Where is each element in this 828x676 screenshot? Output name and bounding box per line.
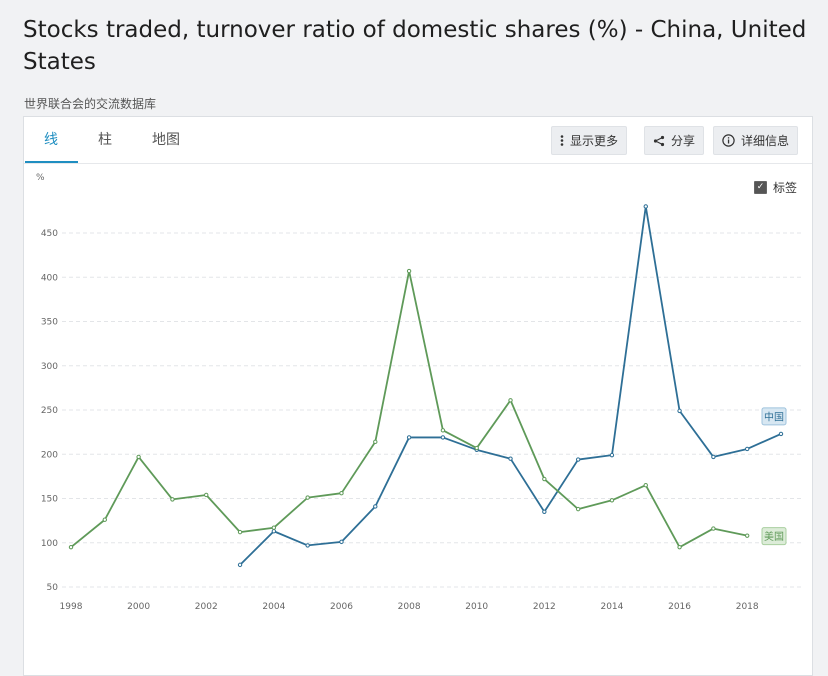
data-point (136, 454, 141, 460)
data-point (474, 445, 479, 451)
data-point (237, 529, 243, 535)
data-point (102, 517, 108, 522)
data-point (542, 476, 547, 482)
info-icon (722, 134, 735, 147)
data-point (373, 439, 378, 445)
tab-bar[interactable]: 柱 (98, 132, 112, 148)
data-point (305, 495, 310, 500)
y-tick-label: 250 (41, 406, 58, 416)
x-tick-label: 2000 (127, 602, 150, 612)
y-tick-label: 400 (41, 273, 58, 283)
x-tick-label: 2006 (330, 602, 353, 612)
data-point (711, 526, 716, 531)
chart-tabs: 线 柱 地图 (24, 117, 264, 163)
tab-divider (24, 163, 812, 164)
y-tick-label: 450 (41, 229, 58, 239)
series-end-label: 中国 (764, 410, 784, 423)
data-point (575, 506, 581, 512)
chart-title: Stocks traded, turnover ratio of domesti… (23, 17, 807, 75)
y-tick-label: 50 (47, 583, 59, 593)
share-icon (653, 135, 665, 147)
more-vertical-icon (560, 135, 564, 146)
data-point (744, 446, 750, 452)
active-tab-indicator (25, 161, 78, 163)
data-point (643, 204, 648, 209)
data-point (609, 498, 615, 503)
series-end-label: 美国 (764, 530, 784, 543)
data-point (373, 504, 378, 509)
data-point (271, 529, 277, 534)
data-point (68, 544, 74, 550)
tab-line[interactable]: 线 (44, 132, 58, 148)
x-tick-label: 1998 (60, 602, 83, 612)
x-tick-label: 2010 (465, 602, 488, 612)
data-point (305, 543, 310, 548)
details-button[interactable]: 详细信息 (713, 126, 799, 155)
labels-toggle-label: 标签 (773, 181, 798, 195)
x-tick-label: 2012 (533, 602, 556, 612)
data-point (677, 544, 682, 550)
data-point (204, 492, 209, 498)
labels-toggle[interactable]: ✓ 标签 (754, 179, 797, 196)
x-tick-label: 2008 (398, 602, 421, 612)
data-point (711, 454, 716, 460)
data-point (339, 490, 344, 496)
x-tick-label: 2018 (736, 602, 759, 612)
y-tick-label: 200 (41, 450, 58, 460)
data-point (271, 525, 277, 530)
data-point (170, 497, 175, 502)
y-tick-label: 150 (41, 495, 58, 505)
y-tick-label: 100 (41, 539, 58, 549)
show-more-button[interactable]: 显示更多 (551, 126, 628, 155)
series-line-1 (70, 270, 748, 549)
data-point (609, 452, 615, 458)
data-point (508, 398, 513, 403)
data-point (542, 509, 547, 514)
y-tick-label: 300 (41, 362, 58, 372)
x-tick-label: 2002 (195, 602, 218, 612)
x-tick-label: 2004 (262, 602, 285, 612)
series-line-0 (239, 205, 782, 566)
tab-map[interactable]: 地图 (152, 132, 180, 148)
data-point (440, 435, 446, 440)
share-button[interactable]: 分享 (644, 126, 705, 155)
data-point (406, 268, 412, 274)
data-source: 世界联合会的交流数据库 (24, 97, 157, 111)
data-point (339, 539, 344, 545)
series-label-box (761, 527, 787, 546)
data-point (643, 483, 648, 488)
chart-panel: 线 柱 地图 显示更多 分享 详细信息 ✓ 标签 (23, 116, 813, 676)
data-point (237, 562, 243, 568)
data-point (440, 428, 446, 433)
data-point (575, 457, 581, 462)
data-point (406, 435, 412, 440)
data-point (508, 456, 513, 461)
x-tick-label: 2014 (600, 602, 623, 612)
data-point (677, 408, 682, 414)
details-label: 详细信息 (741, 134, 790, 148)
data-point (744, 533, 750, 538)
y-tick-label: 350 (41, 318, 58, 328)
show-more-label: 显示更多 (570, 134, 619, 148)
x-tick-label: 2016 (668, 602, 691, 612)
share-label: 分享 (671, 134, 696, 148)
labels-checkbox[interactable]: ✓ (754, 181, 767, 194)
data-point (778, 431, 784, 437)
y-axis-unit: % (36, 173, 45, 183)
series-label-box (761, 407, 787, 426)
